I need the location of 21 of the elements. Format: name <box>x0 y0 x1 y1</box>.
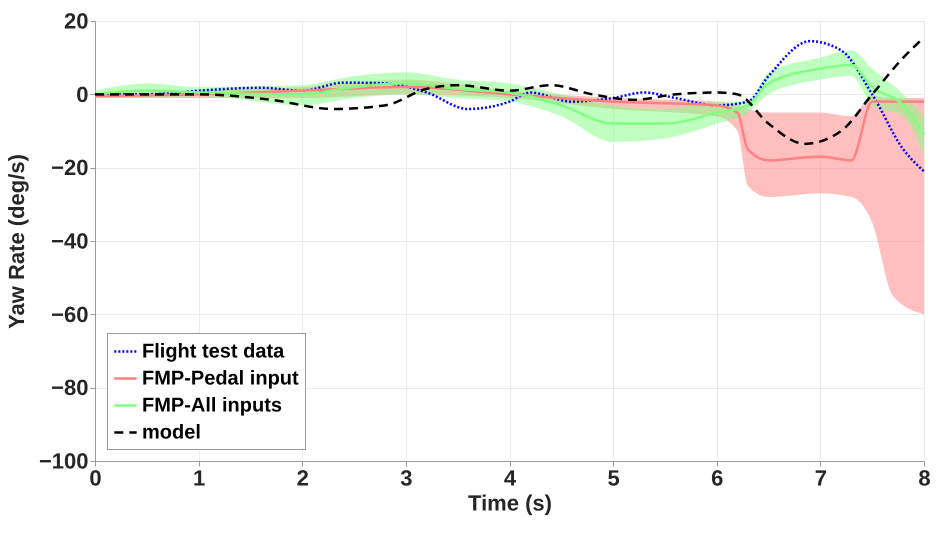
y-tick-label: −100 <box>38 448 88 474</box>
x-tick-label: 3 <box>400 466 412 490</box>
x-tick-label: 5 <box>608 466 620 490</box>
y-tick-label: 0 <box>76 82 88 107</box>
x-tick-label: 2 <box>296 466 309 490</box>
x-tick-label: 1 <box>193 466 206 490</box>
y-tick-label: −40 <box>51 228 88 254</box>
legend-label: model <box>142 422 201 444</box>
legend-label: FMP-Pedal input <box>142 368 299 390</box>
y-tick-label: −20 <box>51 155 88 180</box>
x-tick-label: 8 <box>918 466 931 490</box>
x-tick-label: 7 <box>814 466 827 490</box>
x-tick-label: 6 <box>711 466 724 490</box>
x-tick-label: 4 <box>504 466 517 490</box>
legend-label: Flight test data <box>142 340 286 362</box>
legend-label: FMP-All inputs <box>142 394 282 416</box>
x-axis-title: Time (s) <box>468 490 552 516</box>
y-tick-label: 20 <box>64 8 88 34</box>
y-tick-label: −60 <box>51 302 88 327</box>
y-axis-title: Yaw Rate (deg/s) <box>4 154 29 329</box>
y-tick-label: −80 <box>51 375 88 400</box>
